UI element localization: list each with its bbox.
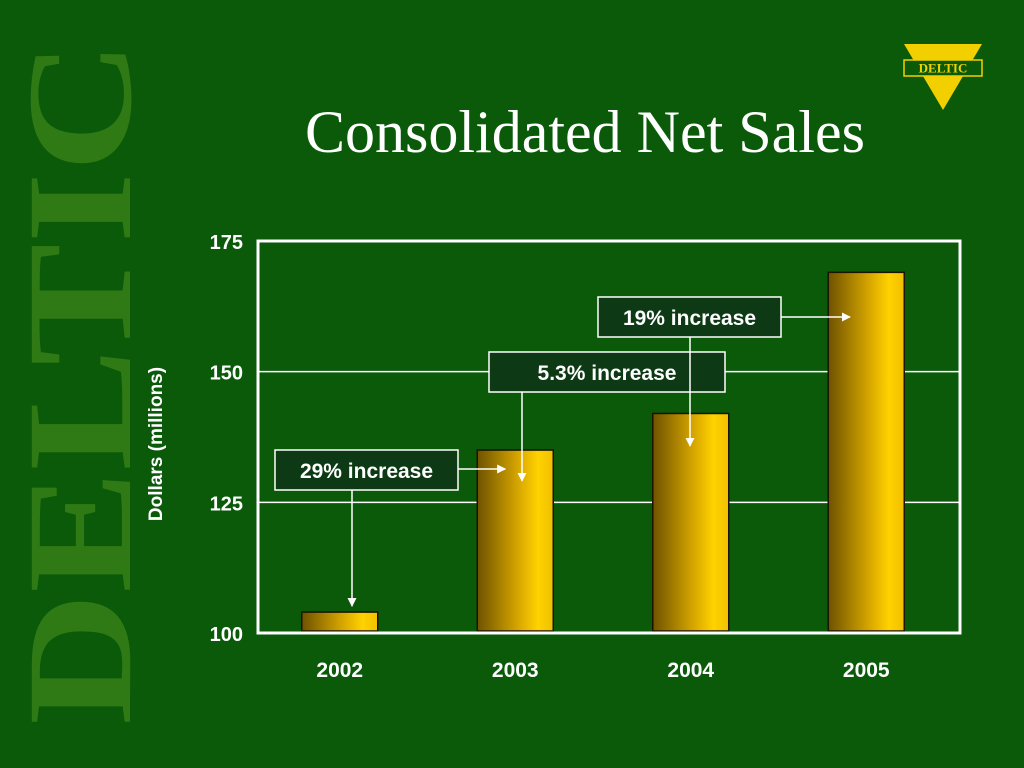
y-axis-label: Dollars (millions) (146, 367, 167, 521)
watermark-text: DELTIC (12, 40, 142, 725)
x-tick-label: 2004 (667, 659, 714, 682)
annotation-box (488, 351, 726, 393)
annotation-label: 5.3% increase (538, 362, 677, 385)
annotation-label: 29% increase (300, 460, 433, 483)
x-tick-label: 2003 (492, 659, 539, 682)
bar-2002 (301, 611, 379, 632)
deltic-logo: DELTIC (903, 44, 983, 110)
bar-2004 (652, 412, 730, 632)
bar-2005 (827, 271, 905, 632)
annotation-label: 19% increase (623, 307, 756, 330)
annotation-box (597, 296, 782, 338)
x-tick-label: 2005 (843, 659, 890, 682)
logo-text: DELTIC (919, 61, 968, 76)
x-tick-label: 2002 (316, 659, 363, 682)
y-tick-label: 150 (210, 363, 243, 385)
y-tick-label: 125 (210, 493, 243, 515)
bar-2003 (476, 449, 554, 632)
slide-title: Consolidated Net Sales (305, 99, 865, 165)
y-tick-label: 175 (210, 232, 243, 254)
plot-frame (256, 239, 962, 635)
logo-band (903, 59, 983, 77)
y-tick-label: 100 (210, 624, 243, 646)
deltic-watermark: DELTIC (12, 40, 142, 725)
annotation-box (274, 449, 459, 491)
